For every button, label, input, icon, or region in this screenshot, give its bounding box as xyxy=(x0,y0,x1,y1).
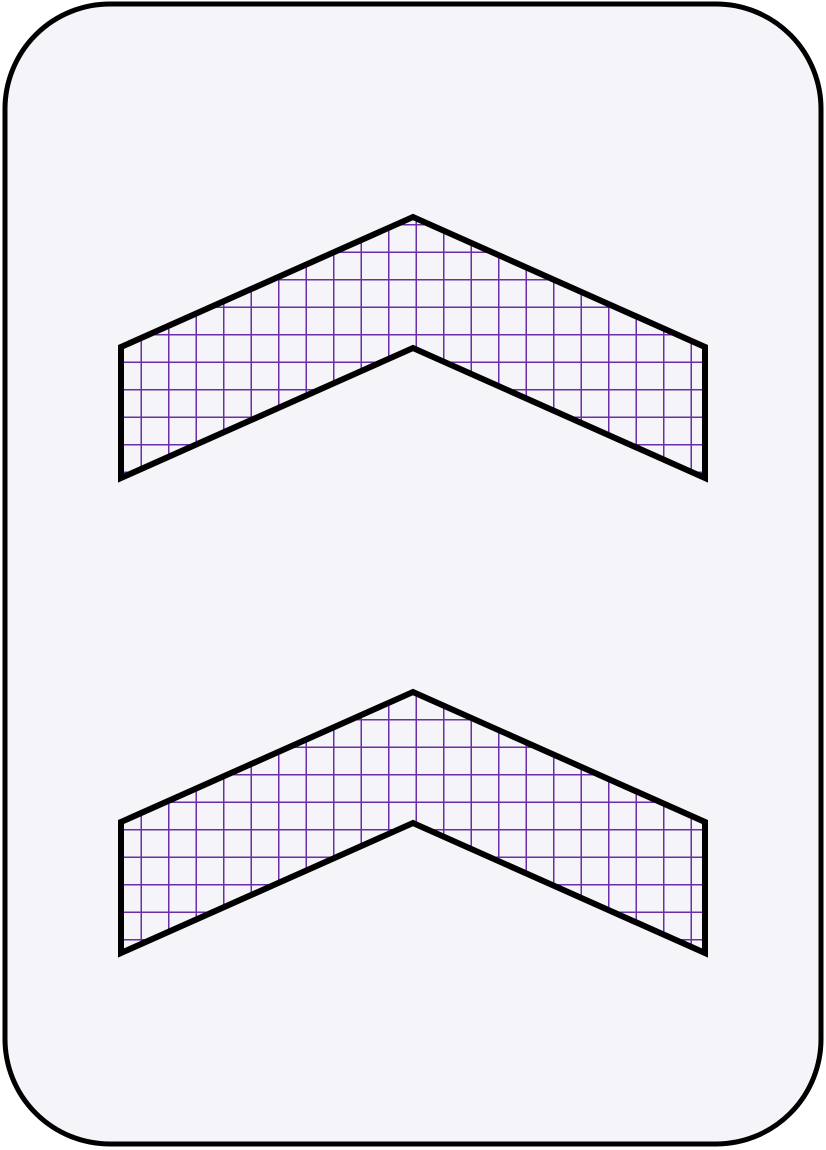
chevron-up-icon xyxy=(118,213,708,483)
chevron-group xyxy=(118,213,708,958)
chevron-up-icon xyxy=(118,688,708,958)
